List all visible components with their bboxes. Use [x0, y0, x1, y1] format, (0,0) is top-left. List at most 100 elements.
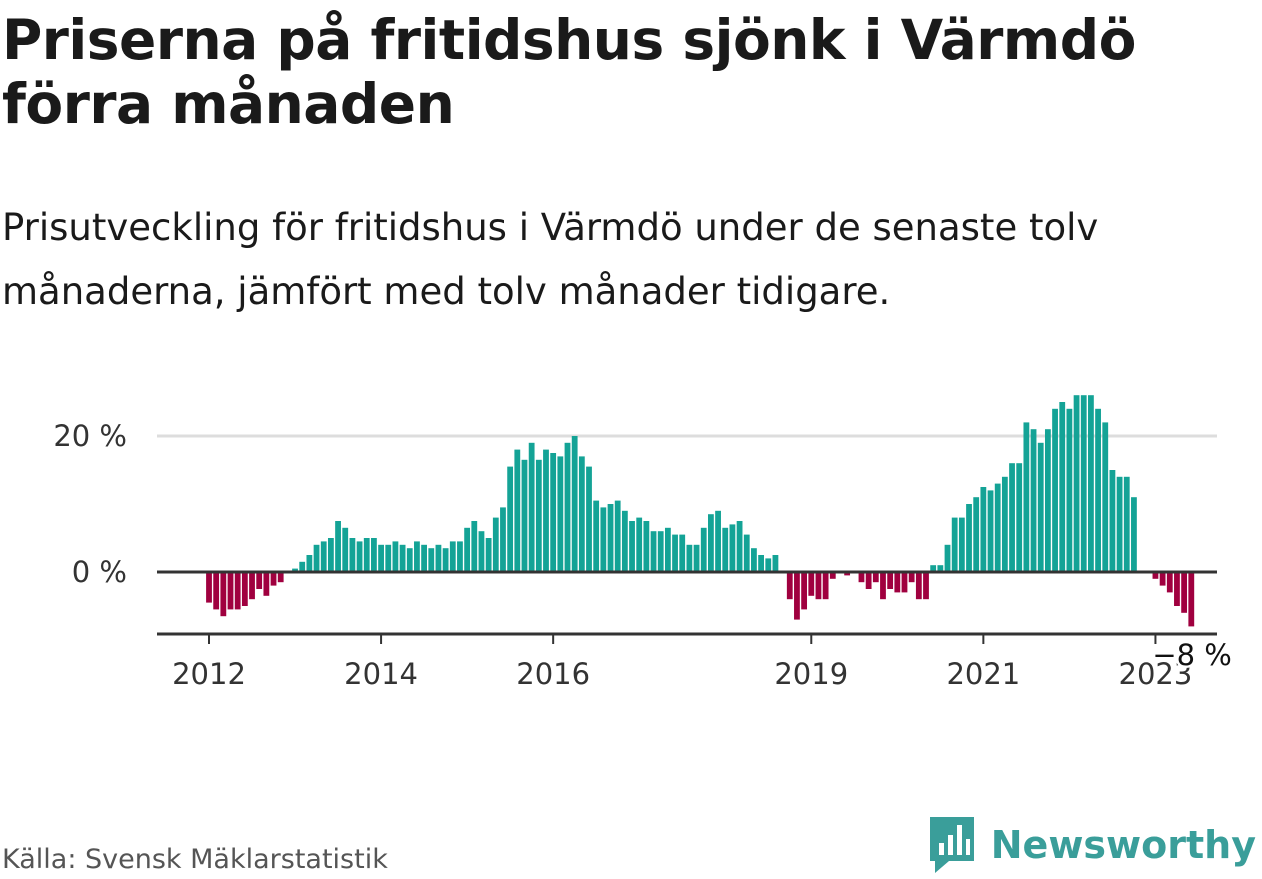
bar [270, 572, 277, 586]
bar [872, 572, 879, 583]
axes [157, 570, 1217, 644]
bar [858, 572, 865, 583]
bar [406, 548, 413, 572]
bar [320, 541, 327, 572]
labels: 0 % 20 % 2012 2014 2016 2019 2021 2023−8 % [53, 419, 1234, 691]
bar [994, 483, 1001, 572]
bar [700, 527, 707, 572]
bar [865, 572, 872, 589]
bar [743, 534, 750, 572]
bar [829, 572, 836, 579]
bar [815, 572, 822, 600]
bar [263, 572, 270, 596]
bar [944, 544, 951, 572]
bar [1080, 395, 1087, 572]
bar [751, 548, 757, 572]
bar [392, 541, 399, 572]
bar [421, 544, 427, 572]
bar [385, 544, 392, 572]
bar [435, 544, 442, 572]
bar [686, 544, 693, 572]
bar [722, 527, 729, 572]
bar [292, 568, 298, 572]
bar [607, 504, 614, 572]
bar [786, 572, 793, 600]
bar [794, 572, 800, 620]
bar [808, 572, 815, 596]
bar [636, 517, 643, 572]
bars [206, 395, 1195, 627]
bar [1001, 476, 1008, 572]
bar [664, 527, 671, 572]
bar [500, 507, 506, 572]
bar [399, 544, 406, 572]
bar [1102, 422, 1109, 572]
y-tick-label: 20 % [53, 419, 127, 453]
bar [256, 572, 263, 589]
bar [449, 541, 456, 572]
bar [980, 487, 987, 572]
bar [1159, 572, 1166, 586]
bar [327, 538, 334, 572]
bar [650, 531, 657, 572]
bar [937, 565, 944, 572]
bar [629, 521, 635, 572]
bar [356, 541, 363, 572]
bar [378, 544, 384, 572]
bar [213, 572, 220, 610]
bar [1188, 572, 1195, 627]
bar [844, 572, 851, 576]
bar [822, 572, 829, 600]
bar [1073, 395, 1080, 572]
bar [485, 538, 492, 572]
bar [1016, 463, 1023, 572]
x-tick-label: 2016 [516, 657, 590, 691]
bar [342, 527, 349, 572]
bar [1095, 408, 1101, 572]
bar [1152, 572, 1159, 579]
bar [557, 456, 564, 572]
bar [736, 521, 743, 572]
x-tick-label: 2014 [344, 657, 418, 691]
bar [657, 531, 664, 572]
bar [887, 572, 894, 589]
bar [471, 521, 478, 572]
bar [708, 514, 714, 572]
bar [1037, 442, 1044, 572]
bar [966, 504, 972, 572]
bar [908, 572, 915, 583]
bar [901, 572, 908, 593]
bar [951, 517, 958, 572]
bar [801, 572, 808, 610]
bar [772, 555, 779, 572]
bar [363, 538, 370, 572]
bar [1009, 463, 1015, 572]
bar [1166, 572, 1173, 593]
brand-name: Newsworthy [990, 823, 1256, 867]
bar [335, 521, 341, 572]
newsworthy-icon [929, 817, 974, 873]
bar [973, 497, 980, 572]
bar [923, 572, 929, 600]
chart-title: Priserna på fritidshus sjönk i Värmdö fö… [2, 8, 1136, 136]
bar [371, 538, 377, 572]
bar [1123, 476, 1130, 572]
bar [521, 459, 528, 572]
x-tick-label: 2021 [946, 657, 1020, 691]
bar [1052, 408, 1058, 572]
bar [1088, 395, 1094, 572]
bar [313, 544, 320, 572]
bar [528, 442, 535, 572]
y-tick-label: 0 % [72, 555, 127, 589]
bar [600, 507, 607, 572]
bar [1174, 572, 1180, 606]
bar [457, 541, 463, 572]
bar [306, 555, 313, 572]
bar [930, 565, 937, 572]
bar [1030, 429, 1037, 572]
bar [514, 449, 521, 572]
bar [234, 572, 241, 610]
bar [206, 572, 212, 603]
bar [586, 466, 592, 572]
bar [987, 490, 994, 572]
